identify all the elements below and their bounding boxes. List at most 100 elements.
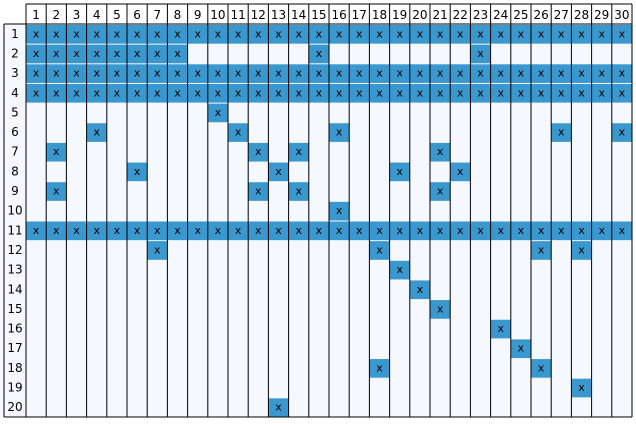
mark-text: x bbox=[578, 381, 585, 394]
column-header: 20 bbox=[412, 8, 427, 22]
mark-text: x bbox=[538, 224, 545, 237]
marked-cell bbox=[430, 83, 451, 103]
mark-text: x bbox=[437, 27, 444, 40]
mark-text: x bbox=[33, 67, 40, 80]
mark-text: x bbox=[316, 47, 323, 60]
marked-cell bbox=[531, 241, 552, 260]
marked-cell bbox=[611, 64, 632, 83]
mark-text: x bbox=[437, 86, 444, 99]
marked-cell bbox=[66, 44, 87, 64]
column-header: 16 bbox=[331, 8, 346, 22]
mark-text: x bbox=[497, 67, 504, 80]
mark-text: x bbox=[295, 27, 302, 40]
marked-cell bbox=[430, 142, 451, 162]
row-header: 2 bbox=[11, 46, 19, 60]
column-header: 30 bbox=[614, 8, 629, 22]
marked-cell bbox=[147, 83, 168, 103]
marked-cell bbox=[349, 221, 370, 241]
mark-text: x bbox=[215, 86, 222, 99]
marked-cell bbox=[207, 221, 228, 241]
mark-text: x bbox=[154, 47, 161, 60]
mark-text: x bbox=[316, 67, 323, 80]
mark-text: x bbox=[295, 145, 302, 158]
mark-text: x bbox=[114, 67, 121, 80]
marked-cell bbox=[611, 123, 632, 142]
mark-text: x bbox=[518, 67, 525, 80]
marked-cell bbox=[167, 221, 188, 241]
marked-cell bbox=[470, 64, 491, 83]
mark-text: x bbox=[255, 145, 262, 158]
row-header: 14 bbox=[7, 282, 22, 296]
mark-text: x bbox=[538, 86, 545, 99]
column-header: 6 bbox=[133, 8, 141, 22]
mark-text: x bbox=[558, 86, 565, 99]
column-header: 7 bbox=[153, 8, 161, 22]
marked-cell bbox=[531, 359, 552, 378]
mark-text: x bbox=[275, 401, 282, 414]
marked-cell bbox=[551, 83, 572, 103]
row-header: 11 bbox=[7, 223, 22, 237]
mark-text: x bbox=[396, 27, 403, 40]
mark-text: x bbox=[336, 67, 343, 80]
mark-text: x bbox=[497, 86, 504, 99]
row-header: 19 bbox=[7, 381, 22, 395]
marked-cell bbox=[248, 25, 269, 44]
marked-cell bbox=[207, 64, 228, 83]
mark-text: x bbox=[477, 27, 484, 40]
mark-text: x bbox=[134, 47, 141, 60]
marked-cell bbox=[389, 64, 410, 83]
marked-cell bbox=[46, 64, 67, 83]
mark-text: x bbox=[235, 126, 242, 139]
marked-cell bbox=[147, 25, 168, 44]
marked-cell bbox=[349, 83, 370, 103]
marked-cell bbox=[531, 83, 552, 103]
marked-cell bbox=[66, 64, 87, 83]
mark-text: x bbox=[396, 263, 403, 276]
row-header: 5 bbox=[11, 105, 19, 119]
mark-text: x bbox=[93, 47, 100, 60]
mark-text: x bbox=[396, 67, 403, 80]
marked-cell bbox=[228, 221, 249, 241]
marked-cell bbox=[369, 221, 390, 241]
marked-cell bbox=[127, 221, 148, 241]
row-header: 15 bbox=[7, 302, 22, 316]
marked-cell bbox=[147, 221, 168, 241]
mark-text: x bbox=[457, 165, 464, 178]
marked-cell bbox=[106, 64, 127, 83]
marked-cell bbox=[46, 221, 67, 241]
marked-cell bbox=[26, 44, 47, 64]
mark-text: x bbox=[154, 224, 161, 237]
marked-cell bbox=[187, 83, 208, 103]
mark-text: x bbox=[598, 67, 605, 80]
mark-text: x bbox=[235, 86, 242, 99]
column-header: 5 bbox=[113, 8, 121, 22]
mark-text: x bbox=[356, 224, 363, 237]
mark-text: x bbox=[417, 86, 424, 99]
mark-text: x bbox=[578, 224, 585, 237]
mark-text: x bbox=[578, 243, 585, 256]
marked-cell bbox=[450, 162, 471, 182]
mark-text: x bbox=[558, 224, 565, 237]
mark-text: x bbox=[396, 86, 403, 99]
mark-text: x bbox=[396, 224, 403, 237]
marked-cell bbox=[571, 221, 592, 241]
mark-text: x bbox=[255, 67, 262, 80]
mark-text: x bbox=[134, 67, 141, 80]
marked-cell bbox=[308, 221, 329, 241]
marked-cell bbox=[46, 83, 67, 103]
marked-cell bbox=[389, 221, 410, 241]
row-header: 6 bbox=[11, 125, 19, 139]
marked-cell bbox=[409, 64, 430, 83]
mark-text: x bbox=[598, 27, 605, 40]
mark-text: x bbox=[154, 243, 161, 256]
marked-cell bbox=[167, 64, 188, 83]
marked-cell bbox=[288, 83, 309, 103]
mark-text: x bbox=[93, 86, 100, 99]
mark-text: x bbox=[53, 185, 60, 198]
mark-text: x bbox=[497, 322, 504, 335]
mark-text: x bbox=[255, 185, 262, 198]
column-header: 28 bbox=[574, 8, 589, 22]
marked-cell bbox=[591, 221, 612, 241]
mark-text: x bbox=[457, 224, 464, 237]
marked-cell bbox=[369, 64, 390, 83]
